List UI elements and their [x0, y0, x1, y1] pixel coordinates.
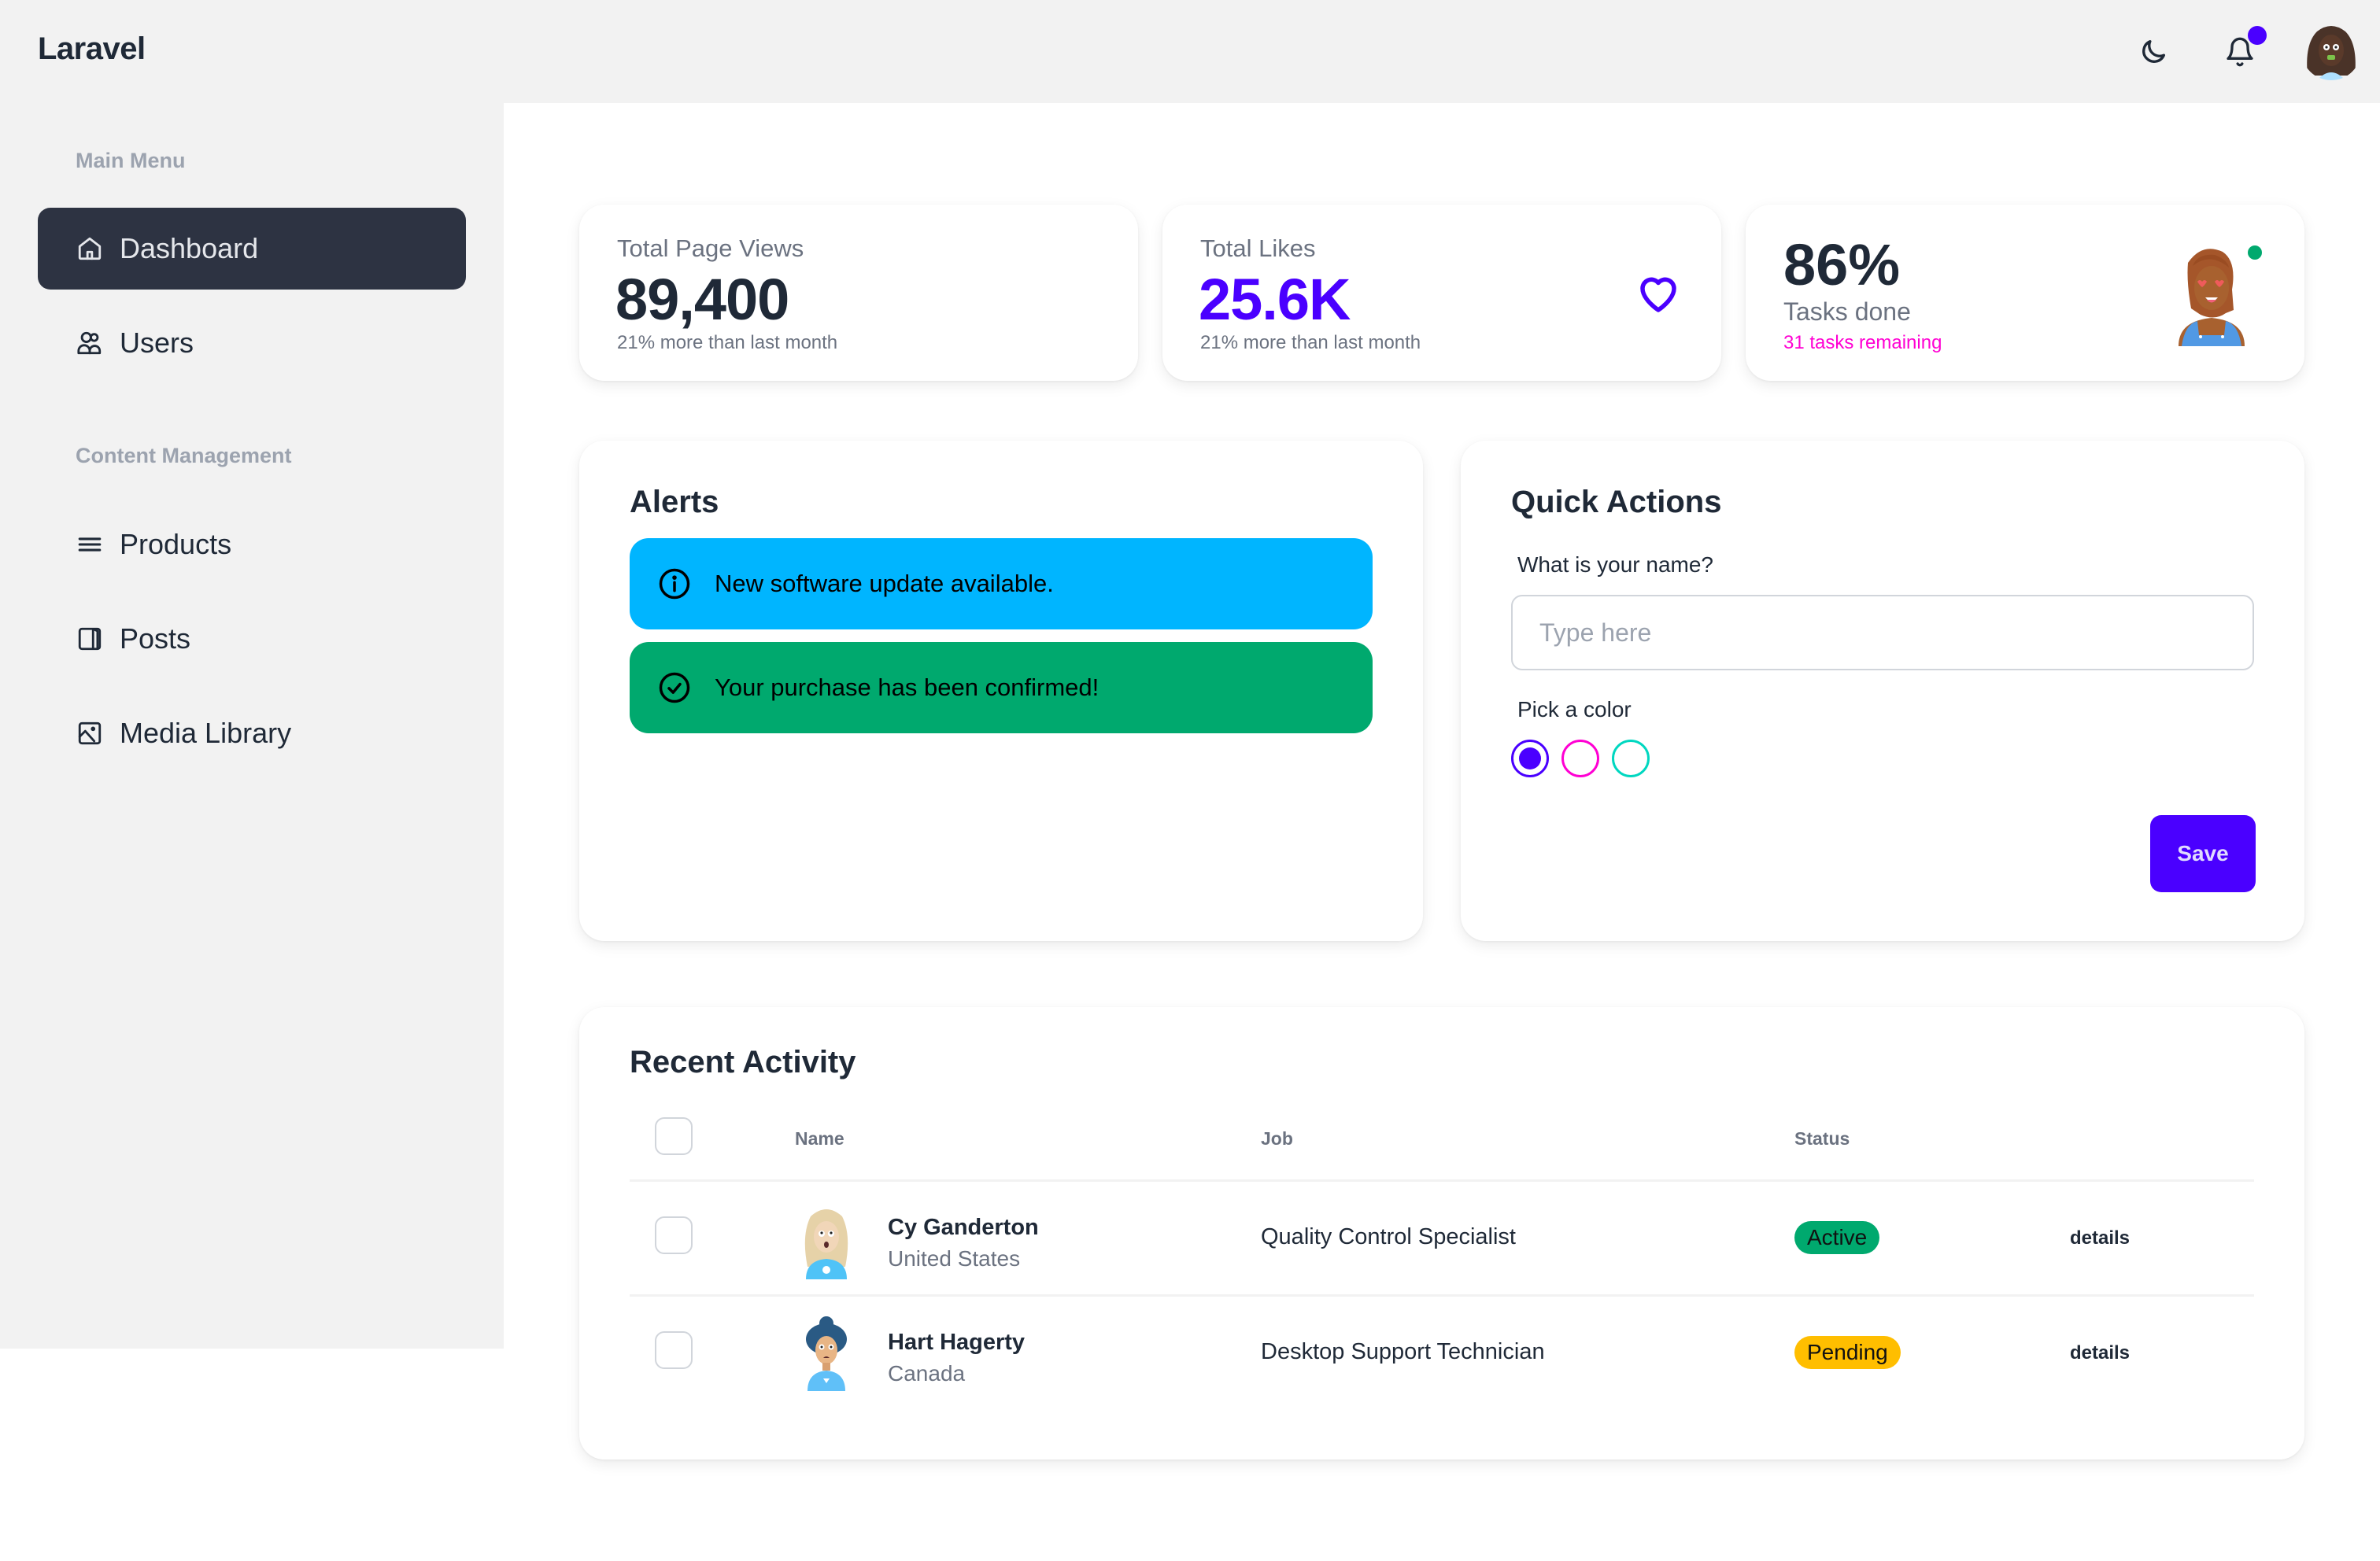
sidebar: Main Menu Dashboard Users Content Manage…	[0, 103, 504, 1349]
section-title-content-management: Content Management	[76, 444, 292, 467]
moon-icon[interactable]	[2133, 31, 2174, 72]
sidebar-item-dashboard[interactable]: Dashboard	[38, 208, 466, 290]
users-icon	[76, 329, 104, 357]
heart-icon	[1635, 271, 1682, 318]
color-radio-teal[interactable]	[1612, 740, 1650, 777]
color-label: Pick a color	[1517, 697, 1632, 721]
sidebar-item-products[interactable]: Products	[38, 504, 466, 585]
stat-desc: 21% more than last month	[617, 332, 838, 353]
user-avatar[interactable]	[2301, 20, 2361, 80]
document-icon	[76, 625, 104, 653]
online-status-dot	[2248, 245, 2262, 260]
recent-activity-card: Recent Activity Name Job Status Cy Gande…	[579, 1007, 2304, 1460]
alert-info: New software update available.	[630, 538, 1373, 629]
check-circle-icon	[658, 671, 691, 704]
color-radio-pink[interactable]	[1561, 740, 1599, 777]
row-avatar	[793, 1316, 859, 1391]
info-circle-icon	[658, 567, 691, 600]
sidebar-item-posts[interactable]: Posts	[38, 598, 466, 680]
status-badge: Pending	[1794, 1336, 1901, 1369]
row-country: Canada	[888, 1361, 966, 1386]
user-avatar	[2171, 242, 2252, 346]
sidebar-item-label: Dashboard	[120, 232, 259, 264]
quick-actions-title: Quick Actions	[1511, 485, 1722, 519]
stat-title: Total Likes	[1200, 234, 1316, 262]
stat-card-page-views: Total Page Views 89,400 21% more than la…	[579, 205, 1138, 381]
sidebar-item-label: Media Library	[120, 717, 292, 749]
stat-desc: 21% more than last month	[1200, 332, 1421, 353]
name-label: What is your name?	[1517, 552, 1713, 577]
home-icon	[76, 234, 104, 263]
brand-logo[interactable]: Laravel	[38, 31, 146, 66]
column-header-status: Status	[1794, 1128, 1850, 1149]
tasks-value: 86%	[1783, 232, 1901, 297]
color-radio-purple[interactable]	[1511, 740, 1549, 777]
select-all-checkbox[interactable]	[655, 1117, 693, 1155]
bell-icon[interactable]	[2219, 31, 2260, 72]
status-badge: Active	[1794, 1221, 1880, 1254]
save-button[interactable]: Save	[2150, 815, 2256, 892]
sidebar-item-media-library[interactable]: Media Library	[38, 692, 466, 774]
top-header: Laravel	[0, 0, 2380, 103]
details-link[interactable]: details	[2070, 1342, 2131, 1364]
column-header-name: Name	[795, 1128, 844, 1149]
image-icon	[76, 719, 104, 747]
sidebar-item-users[interactable]: Users	[38, 302, 466, 384]
alert-success: Your purchase has been confirmed!	[630, 642, 1373, 733]
row-job: Quality Control Specialist	[1261, 1224, 1516, 1249]
stat-card-likes: Total Likes 25.6K 21% more than last mon…	[1162, 205, 1721, 381]
tasks-remaining: 31 tasks remaining	[1783, 332, 1942, 353]
row-country: United States	[888, 1246, 1021, 1271]
sidebar-item-label: Posts	[120, 622, 191, 655]
stat-value: 25.6K	[1199, 267, 1351, 332]
alert-text: New software update available.	[715, 570, 1054, 597]
table-divider	[630, 1179, 2254, 1182]
quick-actions-card: Quick Actions What is your name? Pick a …	[1461, 441, 2304, 941]
sidebar-item-label: Users	[120, 327, 194, 359]
stat-card-tasks: 86% Tasks done 31 tasks remaining	[1746, 205, 2304, 381]
menu-lines-icon	[76, 530, 104, 559]
notification-badge	[2248, 26, 2267, 45]
alerts-card: Alerts New software update available. Yo…	[579, 441, 1423, 941]
row-avatar	[793, 1204, 859, 1279]
recent-activity-title: Recent Activity	[630, 1045, 856, 1079]
stat-title: Total Page Views	[617, 234, 804, 262]
row-job: Desktop Support Technician	[1261, 1339, 1545, 1364]
tasks-title: Tasks done	[1783, 297, 1911, 326]
alerts-title: Alerts	[630, 485, 719, 519]
sidebar-item-label: Products	[120, 528, 232, 560]
row-name: Cy Ganderton	[888, 1215, 1039, 1240]
stat-value: 89,400	[615, 267, 789, 332]
table-divider	[630, 1294, 2254, 1297]
column-header-job: Job	[1261, 1128, 1293, 1149]
section-title-main-menu: Main Menu	[76, 149, 186, 172]
name-input[interactable]	[1511, 595, 2254, 670]
alert-text: Your purchase has been confirmed!	[715, 673, 1099, 701]
row-checkbox[interactable]	[655, 1331, 693, 1369]
details-link[interactable]: details	[2070, 1227, 2131, 1249]
row-checkbox[interactable]	[655, 1216, 693, 1254]
row-name: Hart Hagerty	[888, 1330, 1026, 1355]
